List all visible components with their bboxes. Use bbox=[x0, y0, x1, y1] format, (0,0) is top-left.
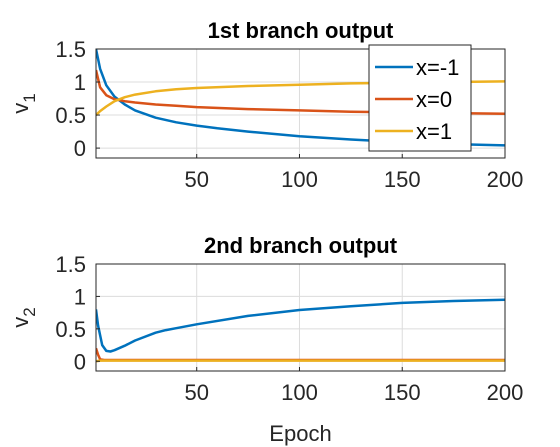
y-axis-label: v2 bbox=[8, 307, 39, 327]
legend-entry: x=1 bbox=[416, 119, 452, 144]
chart-title: 1st branch output bbox=[208, 18, 394, 43]
legend-entry: x=0 bbox=[416, 87, 452, 112]
y-tick-label: 1 bbox=[74, 70, 86, 95]
x-tick-label: 200 bbox=[487, 380, 524, 405]
y-tick-label: 1.5 bbox=[55, 252, 86, 277]
x-tick-label: 100 bbox=[281, 380, 318, 405]
x-tick-label: 100 bbox=[281, 167, 318, 192]
series-line-x=-1 bbox=[96, 298, 505, 353]
chart-2: 50 100 150 200 0 0.5 1 1.5 2nd branch output v2 Ep… bbox=[8, 233, 523, 446]
x-tick-label: 150 bbox=[384, 167, 421, 192]
legend-entry: x=-1 bbox=[416, 55, 459, 80]
axes-box bbox=[95, 48, 506, 159]
y-tick-label: 1 bbox=[74, 284, 86, 309]
y-tick-label: 0 bbox=[74, 349, 86, 374]
series-line-x=0 bbox=[96, 347, 505, 362]
y-tick-label: 0.5 bbox=[55, 317, 86, 342]
x-axis-label: Epoch bbox=[269, 421, 331, 446]
chart-1: 50 100 150 200 0 0.5 1 1.5 1st branch output v1 x=… bbox=[8, 18, 523, 192]
chart-title: 2nd branch output bbox=[204, 233, 398, 258]
y-tick-label: 0.5 bbox=[55, 103, 86, 128]
axes-box bbox=[95, 263, 506, 372]
y-tick-label: 0 bbox=[74, 136, 86, 161]
x-tick-label: 200 bbox=[487, 167, 524, 192]
x-tick-label: 150 bbox=[384, 380, 421, 405]
x-tick-label: 50 bbox=[184, 380, 208, 405]
y-tick-label: 1.5 bbox=[55, 37, 86, 62]
x-tick-label: 50 bbox=[184, 167, 208, 192]
y-axis-label: v1 bbox=[8, 93, 39, 113]
legend: x=-1 x=0 x=1 bbox=[368, 44, 472, 152]
plot-area bbox=[96, 298, 505, 363]
series-line-x=1 bbox=[96, 359, 505, 363]
